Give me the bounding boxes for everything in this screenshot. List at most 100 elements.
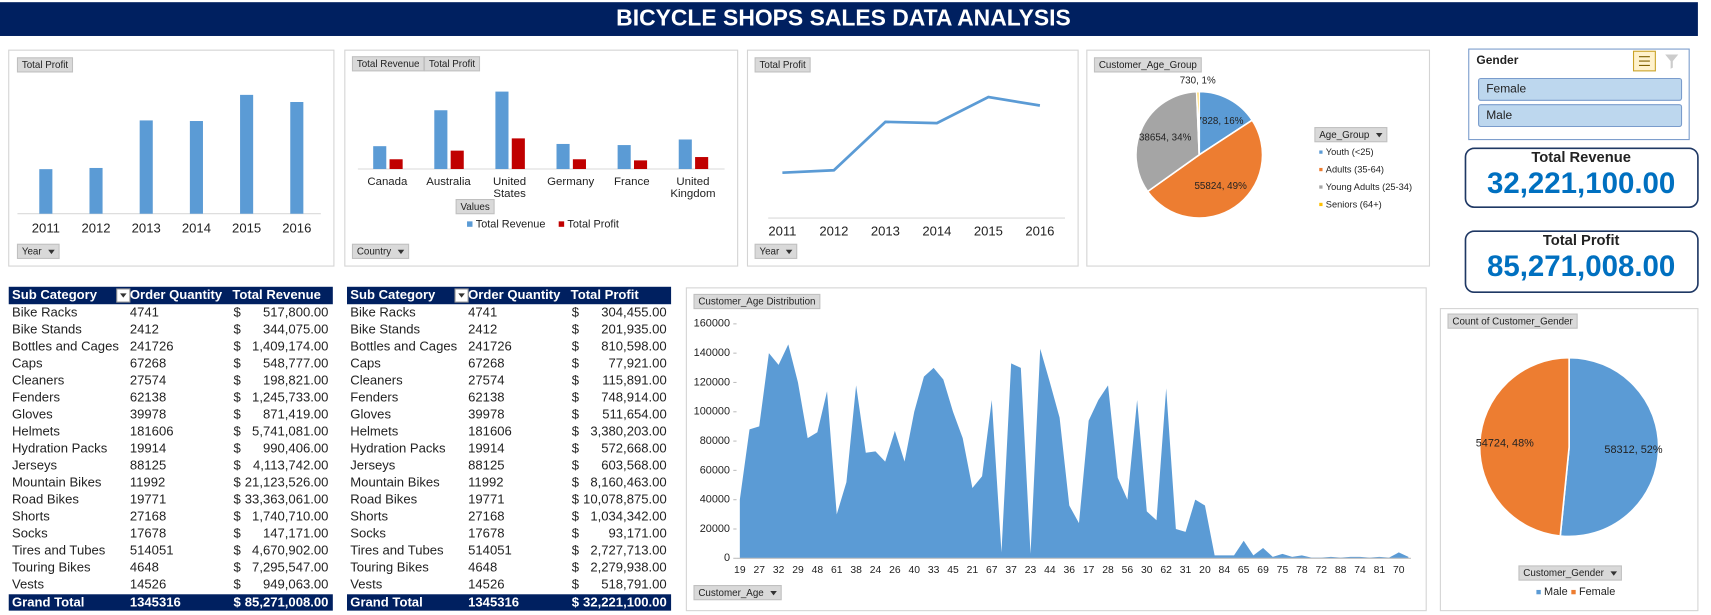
data-label: 54724, 48% bbox=[1476, 438, 1534, 450]
data-label: 55824, 49% bbox=[1194, 181, 1247, 192]
table-cell: 4648 bbox=[130, 560, 159, 575]
field-button: Total Revenue bbox=[351, 56, 425, 72]
table-cell: Gloves bbox=[12, 406, 53, 421]
currency-symbol: $ bbox=[234, 338, 242, 353]
field-button[interactable]: Age_Group bbox=[1314, 127, 1388, 143]
table-cell: Shorts bbox=[350, 509, 388, 524]
field-button[interactable]: Year bbox=[16, 243, 60, 259]
x-tick-label: 30 bbox=[1141, 565, 1153, 576]
field-button[interactable]: Customer_Gender bbox=[1518, 565, 1622, 581]
currency-symbol: $ bbox=[234, 406, 242, 421]
table-cell: 14526 bbox=[468, 577, 504, 592]
currency-symbol: $ bbox=[572, 526, 580, 541]
table-cell: Caps bbox=[350, 355, 381, 370]
table-cell: 19771 bbox=[130, 492, 166, 507]
currency-symbol: $ bbox=[234, 577, 242, 592]
table-cell: 67268 bbox=[468, 355, 504, 370]
table-cell: 88125 bbox=[468, 458, 504, 473]
bar bbox=[450, 150, 464, 170]
table-cell: 871,419.00 bbox=[263, 406, 328, 421]
y-tick-label: 40000 bbox=[700, 494, 730, 506]
currency-symbol: $ bbox=[572, 492, 580, 507]
currency-symbol: $ bbox=[572, 321, 580, 336]
field-button-bg bbox=[693, 585, 782, 601]
table-cell: 518,791.00 bbox=[601, 577, 666, 592]
table-cell: Bike Stands bbox=[12, 321, 82, 336]
x-tick-label: 21 bbox=[967, 565, 979, 576]
legend-label: Male bbox=[1544, 586, 1568, 598]
pie-slice bbox=[1146, 119, 1264, 219]
currency-symbol: $ bbox=[234, 423, 242, 438]
slicer-item-label[interactable]: Male bbox=[1486, 108, 1512, 122]
table-cell: Jerseys bbox=[350, 458, 396, 473]
dropdown-arrow bbox=[1610, 571, 1618, 576]
x-tick-label: 84 bbox=[1219, 565, 1231, 576]
table-cell: 304,455.00 bbox=[601, 304, 666, 319]
table-cell: 603,568.00 bbox=[601, 458, 666, 473]
bar bbox=[678, 139, 692, 170]
x-tick-label: 72 bbox=[1315, 565, 1327, 576]
table-cell: 11992 bbox=[130, 475, 165, 490]
multi-select-glyph bbox=[1638, 56, 1650, 66]
slicer-item-bg[interactable] bbox=[1478, 77, 1683, 101]
pie-slice bbox=[1198, 90, 1254, 157]
x-tick-label: United Kingdom bbox=[670, 176, 715, 200]
table-cell: 1,409,174.00 bbox=[252, 338, 328, 353]
table-cell: Cleaners bbox=[350, 372, 403, 387]
field-button-bg bbox=[351, 56, 425, 72]
currency-symbol: $ bbox=[572, 560, 580, 575]
table-cell: Bike Racks bbox=[12, 304, 78, 319]
table-header-bg bbox=[8, 286, 333, 305]
table-cell: 4741 bbox=[468, 304, 497, 319]
table-cell: 2,279,938.00 bbox=[590, 560, 666, 575]
table-cell: 4648 bbox=[468, 560, 497, 575]
table-cell: 32,221,100.00 bbox=[583, 594, 667, 609]
currency-symbol: $ bbox=[572, 304, 580, 319]
bar bbox=[434, 110, 448, 170]
table-cell: 62138 bbox=[468, 389, 504, 404]
column-header: Sub Category bbox=[350, 287, 436, 302]
field-button[interactable]: Country bbox=[351, 243, 410, 259]
currency-symbol: $ bbox=[234, 594, 242, 609]
slicer-item[interactable]: Female bbox=[1478, 77, 1683, 101]
field-button[interactable]: Year bbox=[754, 243, 798, 259]
x-tick-label: 65 bbox=[1238, 565, 1250, 576]
slicer-item-label[interactable]: Female bbox=[1486, 82, 1526, 96]
field-button[interactable]: Customer_Age bbox=[693, 585, 782, 601]
panel bbox=[344, 49, 739, 267]
table-cell: 11992 bbox=[468, 475, 503, 490]
clear-filter-icon[interactable] bbox=[1665, 54, 1679, 69]
field-button-label: Values bbox=[460, 202, 489, 213]
field-button-label: Age_Group bbox=[1319, 130, 1370, 141]
bar bbox=[572, 159, 586, 170]
x-tick-label: Germany bbox=[547, 176, 594, 188]
slicer-item[interactable]: Male bbox=[1478, 104, 1683, 128]
x-tick-label: 17 bbox=[1083, 565, 1095, 576]
table-cell: 67268 bbox=[130, 355, 166, 370]
field-button-bg bbox=[455, 199, 495, 215]
column-header: Total Profit bbox=[571, 287, 640, 302]
x-tick-label: Canada bbox=[367, 176, 408, 188]
table-cell: Hydration Packs bbox=[350, 440, 446, 455]
field-button-label: Year bbox=[22, 246, 43, 257]
x-tick-label: 75 bbox=[1277, 565, 1289, 576]
field-button-bg bbox=[1447, 313, 1578, 329]
x-tick-label: 32 bbox=[773, 565, 785, 576]
table-cell: Road Bikes bbox=[12, 492, 79, 507]
slicer-item-bg[interactable] bbox=[1478, 104, 1683, 128]
panel bbox=[8, 49, 335, 267]
header-bar bbox=[0, 2, 1698, 36]
line-series bbox=[782, 95, 1041, 175]
field-button-bg bbox=[16, 57, 74, 73]
dashboard-title: BICYCLE SHOPS SALES DATA ANALYSIS bbox=[616, 5, 1071, 31]
table-cell: 1,245,733.00 bbox=[252, 389, 328, 404]
x-tick-label: 2013 bbox=[871, 224, 900, 239]
table-cell: Shorts bbox=[12, 509, 50, 524]
x-tick-label: 2014 bbox=[922, 224, 951, 239]
field-button-label: Total Revenue bbox=[357, 59, 420, 70]
dropdown-arrow bbox=[1375, 133, 1383, 138]
currency-symbol: $ bbox=[572, 509, 580, 524]
table-cell: Gloves bbox=[350, 406, 391, 421]
column-header: Total Revenue bbox=[232, 287, 320, 302]
table-cell: 19914 bbox=[468, 440, 504, 455]
